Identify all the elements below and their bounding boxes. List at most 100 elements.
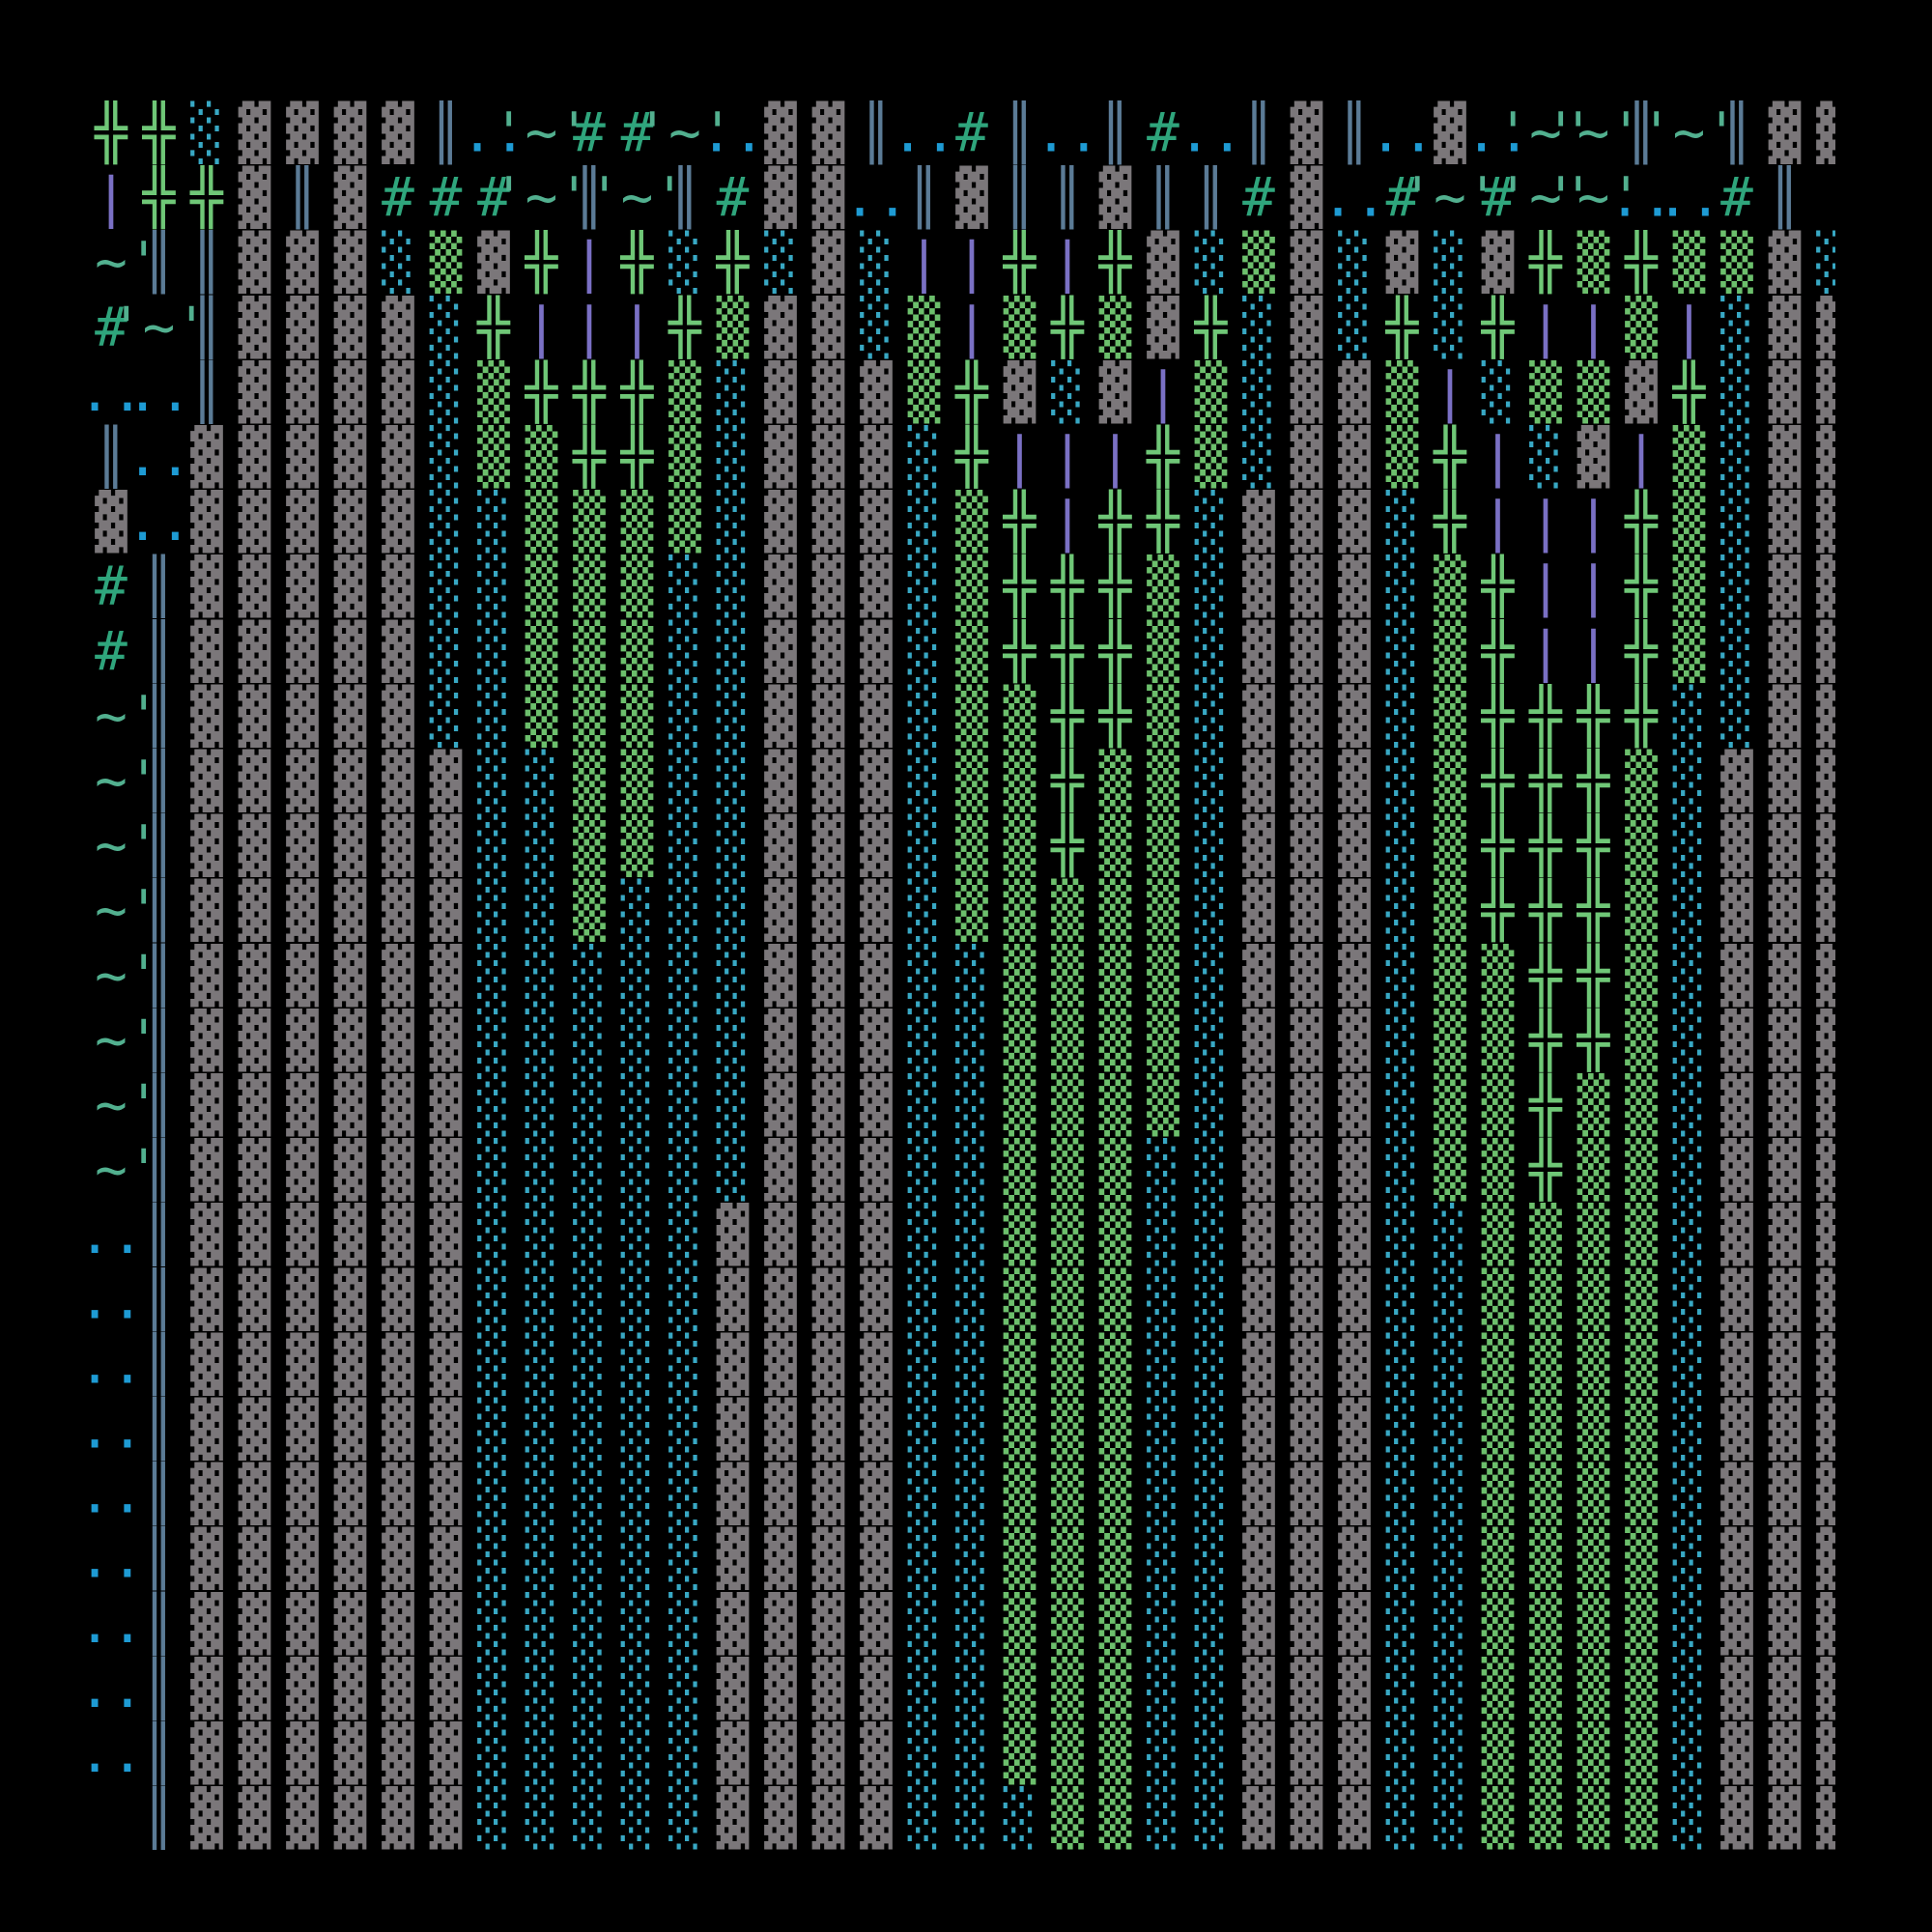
map-cell: ▓	[286, 101, 319, 165]
map-cell: ░	[1195, 1267, 1228, 1331]
map-cell: ╬	[1098, 618, 1133, 683]
map-cell: ║	[1195, 165, 1228, 230]
map-cell: ░	[1720, 296, 1753, 359]
map-cell: ▓	[1769, 554, 1802, 618]
map-cell: ▒	[573, 878, 606, 943]
map-cell: ▓	[334, 1267, 367, 1331]
map-cell: ▒	[1147, 683, 1179, 748]
map-cell: ▓	[1769, 296, 1802, 359]
map-cell: ░	[1434, 1527, 1466, 1591]
map-cell: |	[955, 232, 988, 295]
map-cell: ..	[461, 102, 526, 165]
map-cell: ▓	[1338, 554, 1371, 618]
map-cell: ▓	[239, 684, 271, 748]
map-cell: ░	[1386, 554, 1419, 618]
map-cell: ╬	[1146, 424, 1180, 489]
map-cell: ║	[190, 230, 223, 295]
map-cell: ░	[1386, 814, 1419, 878]
map-cell: ▓	[812, 490, 845, 554]
map-cell: ║	[908, 165, 941, 230]
map-cell: ▓	[1816, 1463, 1849, 1526]
map-cell: ▓	[239, 879, 271, 943]
map-cell: ░	[1242, 296, 1275, 359]
map-cell: ░	[668, 1398, 701, 1462]
map-cell: ▒	[1434, 1008, 1466, 1072]
map-cell: ..	[78, 1722, 143, 1785]
map-cell: ▓	[1720, 1138, 1753, 1202]
map-cell: ░	[668, 814, 701, 878]
map-cell: ║	[143, 1462, 176, 1526]
map-cell: ▓	[1242, 814, 1275, 878]
map-cell: ░	[1195, 1009, 1228, 1072]
map-cell: ▓	[1291, 619, 1323, 683]
map-cell: ╬	[572, 359, 607, 424]
map-cell: ▓	[1291, 166, 1323, 230]
map-cell: ▓	[1720, 1009, 1753, 1072]
map-cell: ░	[668, 231, 701, 295]
map-cell: ░	[1673, 1786, 1706, 1850]
map-cell: ▒	[1625, 1331, 1658, 1396]
map-cell: ▒	[1004, 1462, 1037, 1526]
map-cell: ╬	[1624, 683, 1659, 748]
map-cell: ▓	[239, 1398, 271, 1462]
map-cell: ▓	[1720, 1657, 1753, 1720]
map-cell: ▓	[764, 490, 797, 554]
map-cell: ░	[1147, 1398, 1179, 1462]
map-cell: ░	[955, 1073, 988, 1137]
map-cell: ..	[843, 167, 908, 230]
map-cell: ░	[955, 1009, 988, 1072]
map-cell: ▓	[1720, 1527, 1753, 1591]
map-cell: ▓	[860, 1332, 893, 1396]
map-cell: ░	[668, 619, 701, 683]
map-cell: ▓	[1291, 1398, 1323, 1462]
map-cell: ░	[573, 1203, 606, 1266]
map-cell: ░	[1673, 1657, 1706, 1720]
map-cell: ░	[908, 1203, 941, 1266]
map-cell: ▒	[955, 878, 988, 943]
map-cell: ░	[1195, 1463, 1228, 1526]
map-cell: ▓	[1338, 1463, 1371, 1526]
map-cell: ░	[526, 1009, 558, 1072]
map-cell: ▓	[477, 231, 510, 295]
map-cell: ▒	[1482, 1656, 1515, 1720]
map-cell: '~'	[110, 297, 208, 359]
map-cell: ▒	[573, 489, 606, 554]
map-cell: ░	[955, 1203, 988, 1266]
map-cell: ▒	[1577, 359, 1610, 424]
map-cell: ░	[1673, 750, 1706, 813]
map-cell: ▓	[1720, 1203, 1753, 1266]
map-cell: ║	[143, 618, 176, 683]
map-cell: ╬	[189, 165, 224, 230]
map-cell: ▓	[1816, 1398, 1849, 1462]
map-cell: ▓	[382, 944, 414, 1008]
map-cell: ▓	[382, 1398, 414, 1462]
map-cell: ▓	[1242, 1138, 1275, 1202]
map-cell: ▓	[239, 425, 271, 489]
map-cell: ▓	[764, 1527, 797, 1591]
map-cell: ╬	[1050, 683, 1085, 748]
map-cell: ▓	[239, 1721, 271, 1785]
map-cell: ╬	[1481, 813, 1516, 878]
map-cell: ▓	[764, 1463, 797, 1526]
map-cell: ╬	[525, 230, 559, 295]
map-cell: ░	[1434, 1203, 1466, 1266]
map-cell: ▒	[1482, 1008, 1515, 1072]
map-cell: ▒	[668, 489, 701, 554]
map-cell: ▓	[334, 619, 367, 683]
map-cell: ╬	[1577, 749, 1611, 813]
map-cell: ▓	[190, 1203, 223, 1266]
map-cell: ▓	[190, 750, 223, 813]
map-cell: ▓	[430, 879, 463, 943]
map-cell: ▓	[1338, 814, 1371, 878]
map-cell: ..	[78, 361, 143, 424]
map-cell: ▒	[1004, 1202, 1037, 1266]
map-cell: ▓	[1338, 1592, 1371, 1656]
map-cell: ░	[668, 1463, 701, 1526]
map-cell: #	[95, 555, 128, 618]
map-cell: ▒	[1147, 749, 1179, 813]
map-cell: ░	[1720, 360, 1753, 424]
map-cell: ░	[1386, 1721, 1419, 1785]
map-cell: ▓	[239, 490, 271, 554]
map-cell: ▓	[1291, 1203, 1323, 1266]
map-cell: ░	[621, 1786, 654, 1850]
